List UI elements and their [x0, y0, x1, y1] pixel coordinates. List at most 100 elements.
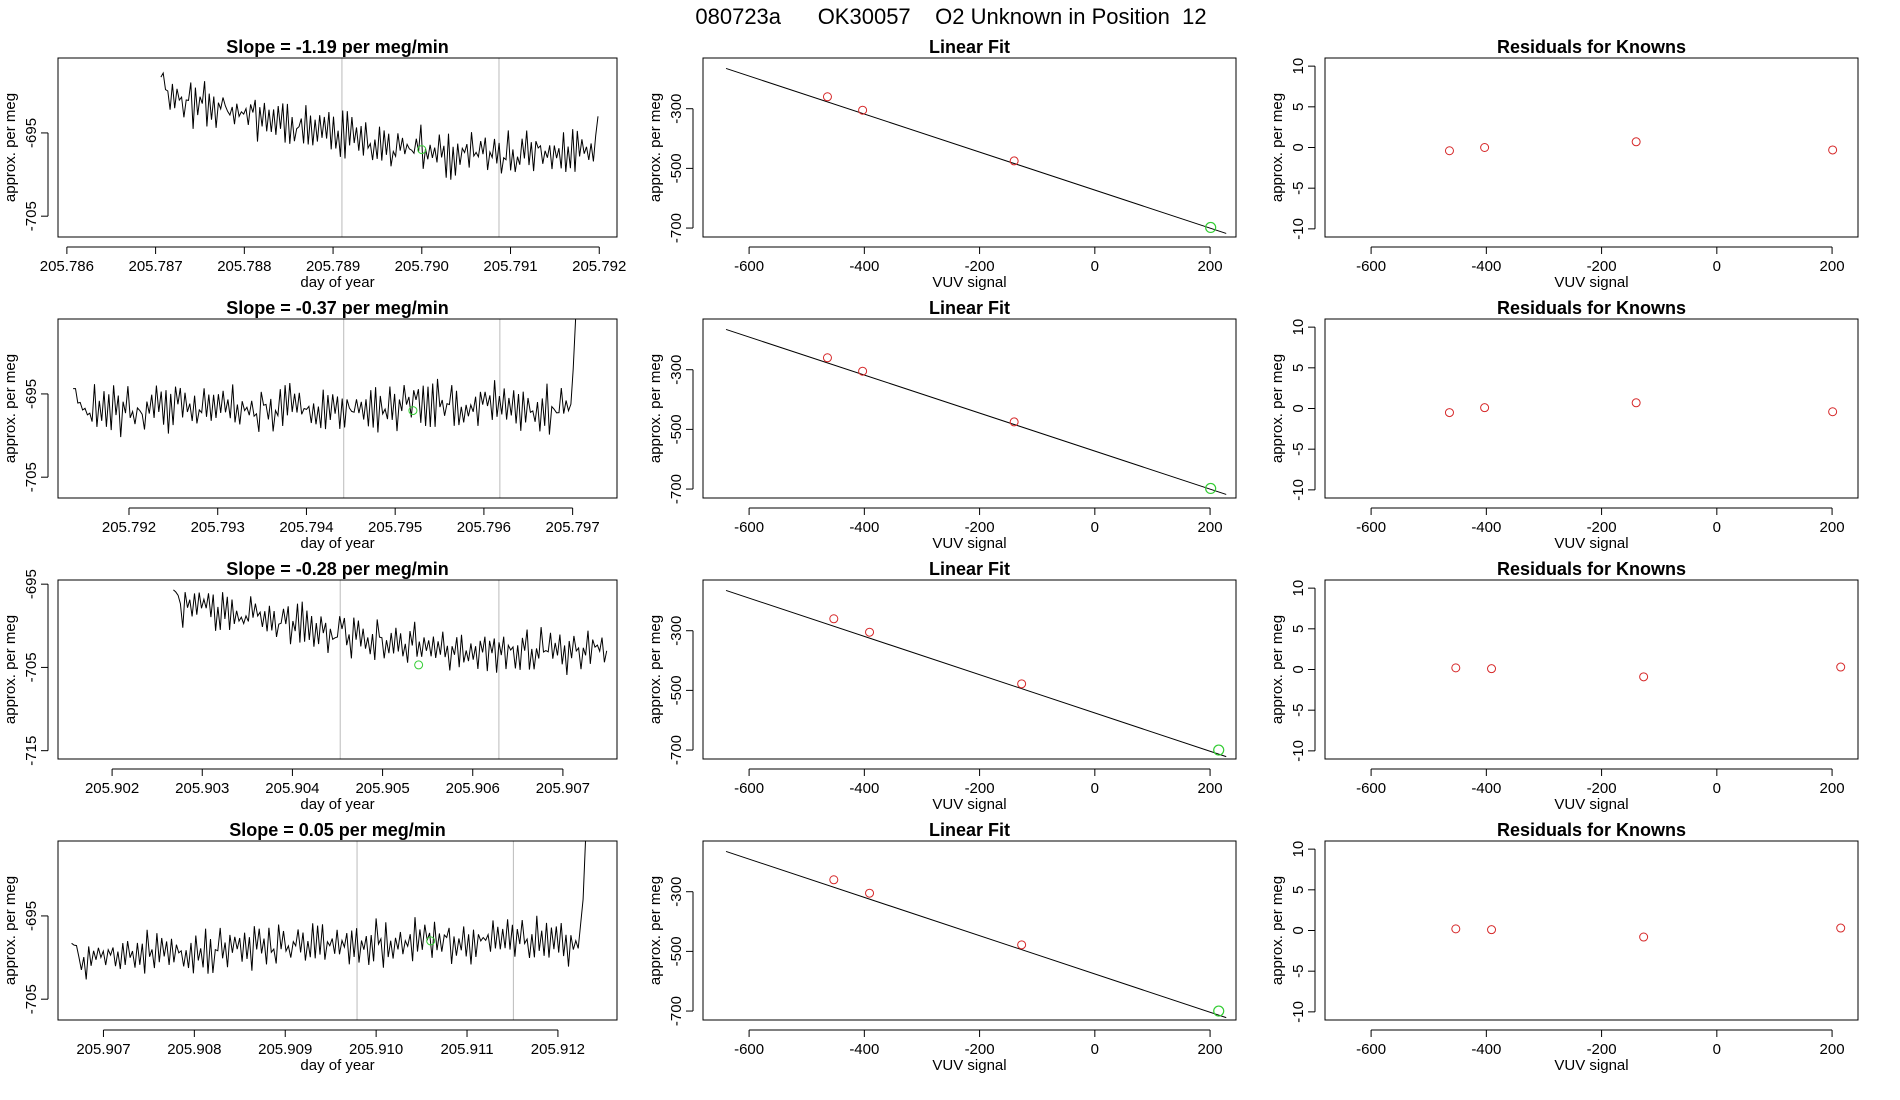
- x-tick-label: 0: [1091, 780, 1099, 797]
- panel-title: Linear Fit: [929, 298, 1010, 318]
- y-tick-label: 10: [1290, 841, 1307, 858]
- y-tick-label: -5: [1290, 182, 1307, 195]
- x-tick-label: -400: [849, 258, 879, 275]
- plot-area: [1451, 662, 1846, 682]
- x-tick-label: -400: [849, 1041, 879, 1058]
- y-tick-label: -700: [668, 213, 685, 243]
- x-tick-label: 205.912: [531, 1041, 585, 1058]
- x-tick-label: -600: [1356, 519, 1386, 536]
- y-tick-label: -500: [668, 153, 685, 183]
- y-tick-label: -500: [668, 414, 685, 444]
- unknown-point: [1205, 221, 1217, 234]
- x-tick-label: 205.906: [446, 780, 500, 797]
- panel-title: Residuals for Knowns: [1497, 298, 1686, 318]
- known-point: [822, 353, 832, 363]
- y-axis-label: approx. per meg: [2, 876, 19, 985]
- y-tick-label: -695: [23, 379, 40, 409]
- residual-point: [1631, 398, 1641, 408]
- x-axis-label: day of year: [300, 796, 374, 813]
- timeseries-panel-3: Slope = -0.28 per meg/min 205.902 205.903 2…: [2, 559, 618, 813]
- y-tick-label: 5: [1290, 625, 1307, 633]
- x-tick-label: 205.790: [395, 258, 449, 275]
- x-axis-label: day of year: [300, 1057, 374, 1074]
- x-tick-label: -200: [965, 780, 995, 797]
- residual-point: [1451, 924, 1461, 934]
- x-axis-label: VUV signal: [1554, 796, 1628, 813]
- x-axis-label: day of year: [300, 274, 374, 291]
- x-tick-label: -200: [965, 258, 995, 275]
- x-tick-label: -600: [734, 519, 764, 536]
- residual-point: [1828, 145, 1838, 155]
- y-tick-label: -705: [23, 652, 40, 682]
- residual-point: [1444, 146, 1454, 156]
- signal-trace: [71, 841, 586, 980]
- y-axis-label: approx. per meg: [1269, 354, 1286, 463]
- plot-area: [73, 319, 577, 498]
- y-tick-label: -695: [23, 901, 40, 931]
- x-tick-label: 205.793: [191, 519, 245, 536]
- x-tick-label: -600: [1356, 258, 1386, 275]
- y-axis-label: approx. per meg: [1269, 876, 1286, 985]
- x-tick-label: 205.786: [40, 258, 94, 275]
- y-tick-label: 5: [1290, 886, 1307, 894]
- x-tick-label: -400: [1471, 258, 1501, 275]
- residual-point: [1480, 403, 1490, 413]
- x-tick-label: 0: [1713, 780, 1721, 797]
- x-axis-label: VUV signal: [1554, 274, 1628, 291]
- panel-title: Residuals for Knowns: [1497, 820, 1686, 840]
- plot-area: [71, 841, 586, 1020]
- plot-frame: [702, 57, 1237, 238]
- x-tick-label: -600: [734, 1041, 764, 1058]
- known-point: [1009, 156, 1019, 166]
- linear-fit-panel-4: Linear Fit -600 -400 -200 0 200 VUV signal -300…: [647, 820, 1237, 1074]
- y-tick-label: -5: [1290, 704, 1307, 717]
- timeseries-panel-4: Slope = 0.05 per meg/min 205.907 205.908 20…: [2, 820, 618, 1074]
- y-tick-label: -500: [668, 675, 685, 705]
- unknown-point: [1213, 1005, 1225, 1017]
- known-point: [822, 92, 832, 102]
- x-tick-label: 205.787: [128, 258, 182, 275]
- x-tick-label: -400: [1471, 1041, 1501, 1058]
- y-axis-label: approx. per meg: [1269, 93, 1286, 202]
- x-tick-label: 205.904: [265, 780, 319, 797]
- residual-point: [1631, 137, 1641, 147]
- x-tick-label: -400: [1471, 519, 1501, 536]
- panel-title: Linear Fit: [929, 37, 1010, 57]
- y-tick-label: -10: [1290, 740, 1307, 762]
- fit-line: [725, 328, 1227, 495]
- plot-frame: [57, 840, 618, 1021]
- y-tick-label: -705: [23, 201, 40, 231]
- x-axis-label: VUV signal: [932, 796, 1006, 813]
- unknown-point: [1205, 482, 1217, 495]
- known-point: [1017, 679, 1027, 689]
- y-tick-label: -700: [668, 735, 685, 765]
- x-tick-label: -600: [734, 780, 764, 797]
- x-tick-label: -200: [965, 1041, 995, 1058]
- panel-title: Residuals for Knowns: [1497, 37, 1686, 57]
- y-tick-label: -700: [668, 474, 685, 504]
- y-axis-label: approx. per meg: [647, 615, 664, 724]
- residual-point: [1487, 664, 1497, 674]
- plot-frame: [57, 318, 618, 499]
- y-tick-label: -300: [668, 877, 685, 907]
- y-tick-label: 10: [1290, 319, 1307, 336]
- x-tick-label: 205.794: [279, 519, 333, 536]
- x-tick-label: 200: [1820, 1041, 1845, 1058]
- x-tick-label: 205.907: [536, 780, 590, 797]
- signal-trace: [73, 319, 577, 438]
- x-axis-label: VUV signal: [932, 535, 1006, 552]
- known-point: [858, 105, 868, 115]
- timeseries-panel-2: Slope = -0.37 per meg/min 205.792 205.793 2…: [2, 298, 618, 552]
- x-tick-label: 0: [1091, 258, 1099, 275]
- plot-frame: [57, 57, 618, 238]
- x-axis-label: VUV signal: [932, 274, 1006, 291]
- y-axis-label: approx. per meg: [2, 615, 19, 724]
- y-tick-label: -695: [23, 118, 40, 148]
- y-tick-label: 0: [1290, 665, 1307, 673]
- x-tick-label: -400: [849, 780, 879, 797]
- x-tick-label: 205.788: [217, 258, 271, 275]
- residuals-panel-4: Residuals for Knowns -600 -400 -200 0 200 VUV …: [1269, 820, 1859, 1074]
- x-axis-label: day of year: [300, 535, 374, 552]
- residual-point: [1828, 407, 1838, 417]
